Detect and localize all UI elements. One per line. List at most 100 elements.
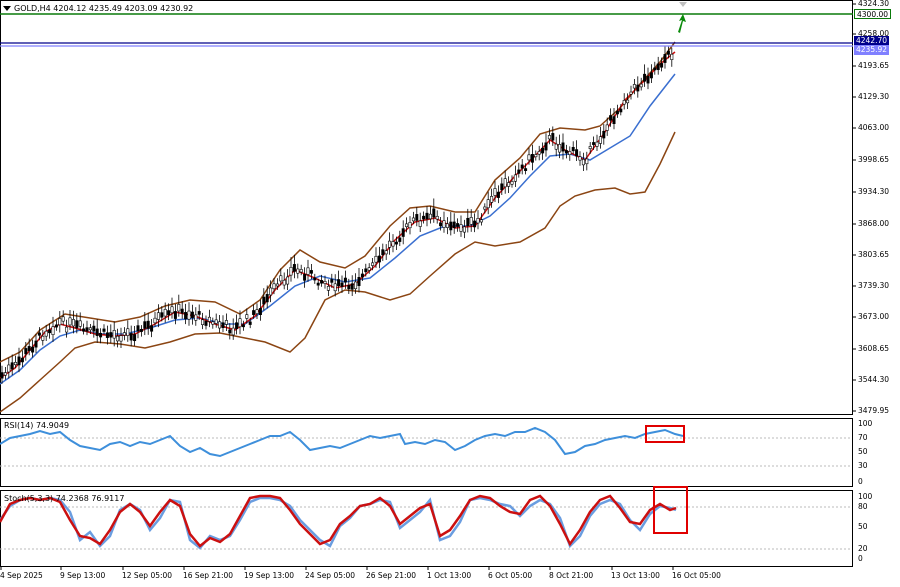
- candle-body: [326, 286, 330, 291]
- candle-body: [537, 151, 541, 155]
- bollinger-upper-band: [0, 41, 676, 363]
- chart-menu-arrow-icon[interactable]: [3, 6, 11, 11]
- candle-body: [241, 324, 245, 328]
- candle-body: [51, 326, 55, 335]
- candle-body: [340, 282, 344, 287]
- candle-body: [275, 283, 279, 287]
- candle-body: [629, 91, 633, 95]
- candle-body: [636, 84, 640, 92]
- price-axis-label: 4258.00: [858, 29, 890, 38]
- candle-body: [510, 181, 514, 185]
- candle-body: [541, 147, 545, 154]
- candle-body: [7, 364, 11, 373]
- rsi-title: RSI(14) 74.9049: [4, 421, 70, 430]
- bid-price-tag: 4235.92: [854, 45, 890, 55]
- candle-body: [177, 304, 181, 312]
- candle-body: [201, 319, 205, 325]
- candle-body: [313, 277, 317, 281]
- candle-body: [486, 199, 490, 209]
- candle-body: [109, 332, 113, 338]
- time-axis-label: 6 Oct 05:00: [488, 571, 533, 580]
- candle-body: [350, 283, 354, 290]
- candle-body: [476, 218, 480, 224]
- candle-body: [105, 332, 109, 338]
- candle-body: [231, 327, 235, 336]
- candle-body: [292, 264, 296, 272]
- time-axis-label: 1 Oct 13:00: [427, 571, 472, 580]
- rsi-frame: [0, 418, 853, 487]
- candle-body: [398, 237, 402, 242]
- candle-body: [279, 275, 283, 282]
- candle-body: [34, 340, 38, 348]
- candle-body: [112, 330, 116, 339]
- candle-body: [432, 208, 436, 218]
- candle-body: [598, 136, 602, 144]
- rsi-highlight-box: [645, 425, 685, 443]
- candle-body: [415, 214, 419, 221]
- candle-body: [452, 221, 456, 228]
- candle-body: [197, 311, 201, 315]
- candle-body: [211, 321, 215, 325]
- candle-body: [75, 320, 79, 329]
- candle-body: [660, 63, 664, 68]
- candle-body: [269, 287, 273, 296]
- price-axis-label: 3544.30: [858, 375, 890, 384]
- candle-body: [391, 241, 395, 247]
- level-price-tag: 4300.00: [854, 9, 892, 19]
- candle-body: [422, 215, 426, 220]
- candle-body: [65, 326, 69, 333]
- candle-body: [224, 320, 228, 325]
- time-axis-label: 9 Sep 13:00: [60, 571, 106, 580]
- price-axis-label: 3608.65: [858, 344, 890, 353]
- candle-body: [306, 267, 310, 275]
- candle-body: [666, 50, 670, 55]
- candle-body: [286, 276, 290, 285]
- candle-body: [262, 296, 266, 305]
- candle-body: [374, 255, 378, 263]
- candle-body: [133, 334, 137, 342]
- candle-body: [143, 321, 147, 329]
- candle-body: [377, 255, 381, 263]
- candle-body: [585, 158, 589, 165]
- time-axis-label: 8 Oct 21:00: [549, 571, 594, 580]
- candle-body: [405, 223, 409, 228]
- candle-body: [10, 362, 14, 370]
- candle-body: [479, 219, 483, 223]
- candle-body: [289, 266, 293, 276]
- grid-lines: [0, 3, 856, 570]
- candle-body: [163, 309, 167, 317]
- stoch-frame: [0, 490, 853, 567]
- candle-body: [303, 274, 307, 281]
- rsi-line: [0, 426, 684, 458]
- candle-body: [61, 316, 65, 322]
- candle-body: [551, 133, 555, 141]
- candle-body: [31, 346, 35, 353]
- candle-body: [527, 154, 531, 161]
- candle-body: [632, 84, 636, 89]
- candle-body: [119, 335, 123, 342]
- candle-body: [14, 362, 18, 366]
- candle-body: [578, 156, 582, 161]
- candle-body: [333, 283, 337, 292]
- price-axis-label: 3739.30: [858, 281, 890, 290]
- candle-body: [418, 220, 422, 227]
- price-axis-label: 4193.65: [858, 61, 890, 70]
- candle-body: [442, 220, 446, 228]
- candle-body: [639, 83, 643, 88]
- time-axis-label: 26 Sep 21:00: [366, 571, 417, 580]
- candle-body: [299, 269, 303, 273]
- candle-body: [173, 311, 177, 319]
- time-axis-label: 13 Oct 13:00: [611, 571, 660, 580]
- candle-body: [252, 310, 256, 315]
- candle-body: [435, 215, 439, 220]
- candle-body: [493, 188, 497, 196]
- candle-body: [187, 310, 191, 320]
- candle-body: [568, 151, 572, 155]
- candle-body: [347, 285, 351, 290]
- candle-body: [221, 322, 225, 328]
- candle-body: [425, 212, 429, 220]
- candle-body: [360, 273, 364, 278]
- candle-body: [218, 321, 222, 329]
